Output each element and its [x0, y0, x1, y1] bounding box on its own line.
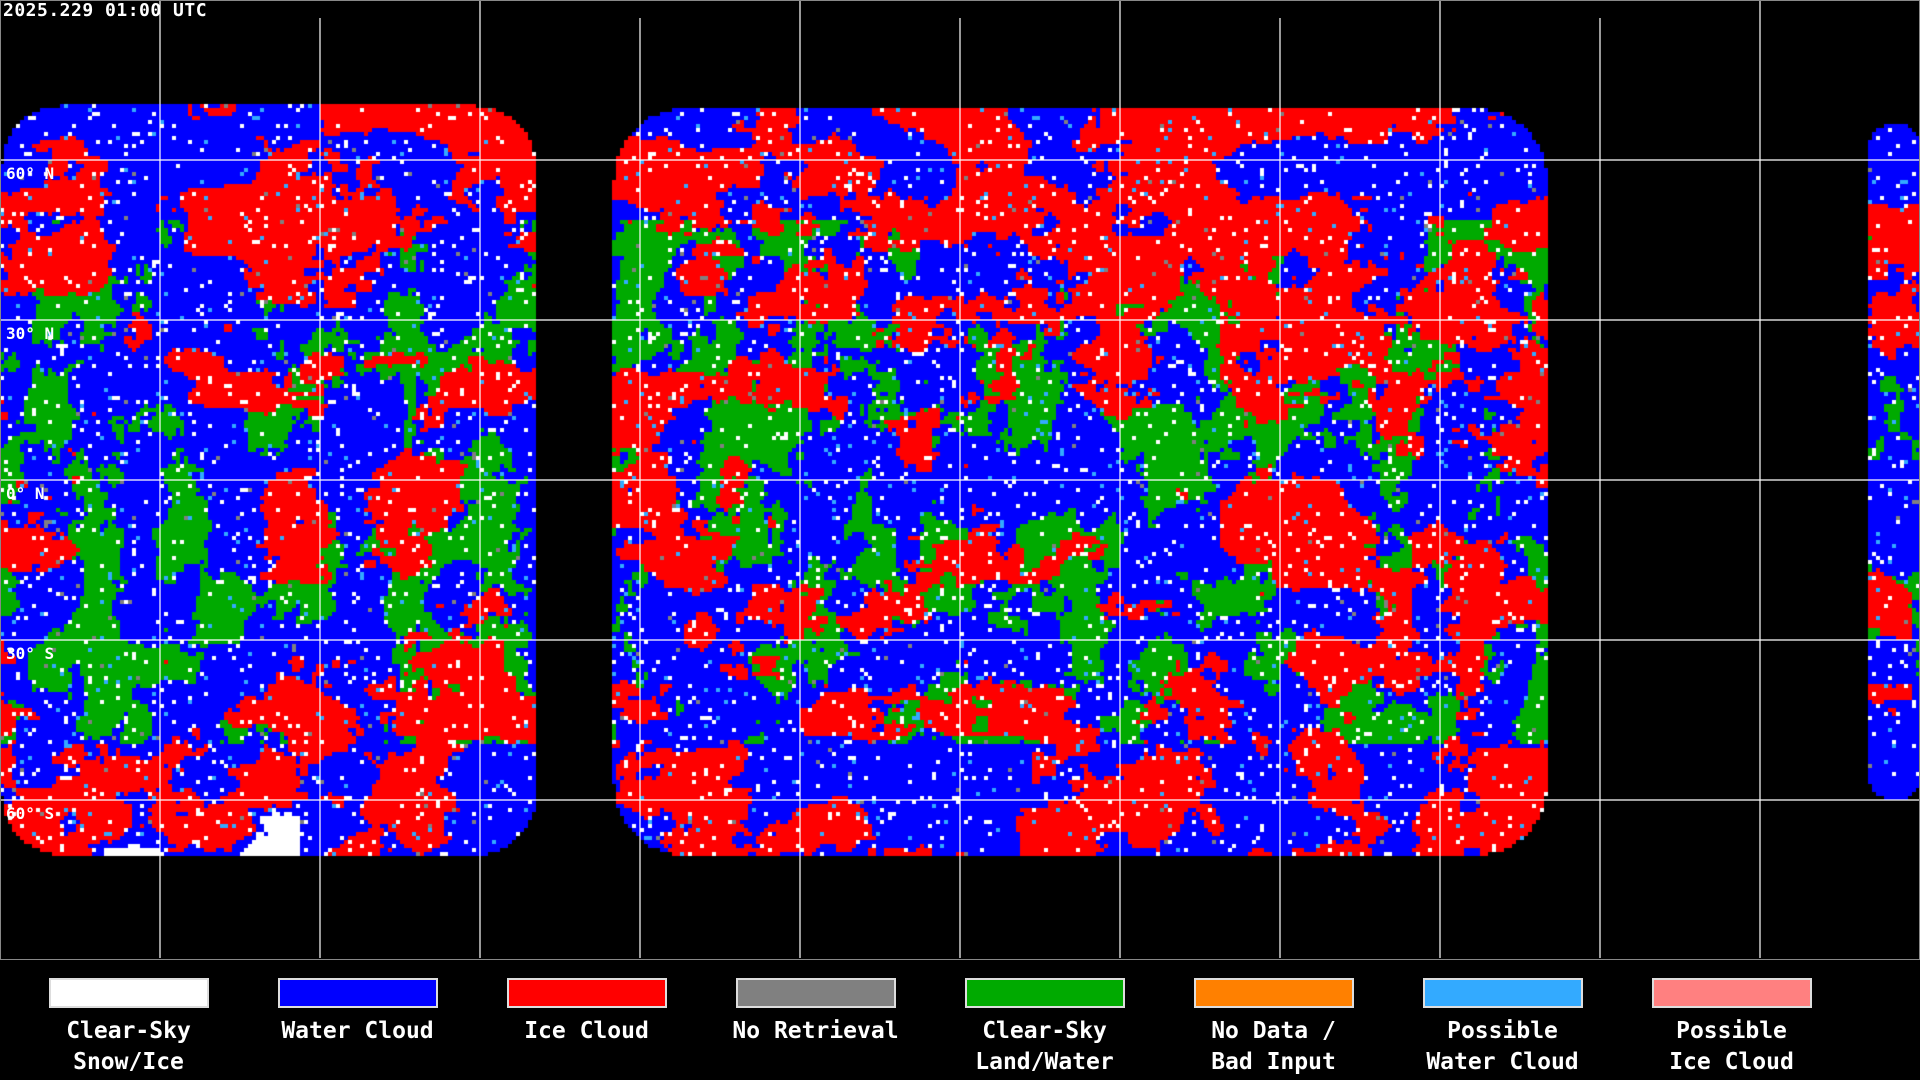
legend-item: Ice Cloud	[472, 977, 701, 1047]
legend-label: Ice Cloud	[524, 1018, 649, 1044]
lat-label-30n: 30° N	[6, 324, 55, 343]
legend-swatch	[505, 977, 668, 1009]
legend-label: No Data / Bad Input	[1211, 1018, 1336, 1075]
legend-item: Possible Ice Cloud	[1617, 977, 1846, 1078]
legend-label: Clear-Sky Snow/Ice	[66, 1018, 191, 1075]
legend-label: No Retrieval	[732, 1018, 899, 1044]
lat-label-60s: 60° S	[6, 804, 55, 823]
legend-swatch	[963, 977, 1126, 1009]
legend-swatch	[1421, 977, 1584, 1009]
lat-lon-grid	[0, 0, 1920, 958]
legend-swatch	[734, 977, 897, 1009]
lat-label-0: 0° N	[6, 484, 45, 503]
legend-item: Clear-Sky Land/Water	[930, 977, 1159, 1078]
lat-label-30s: 30° S	[6, 644, 55, 663]
lat-label-60n: 60° N	[6, 164, 55, 183]
legend-swatch	[1192, 977, 1355, 1009]
legend-label: Possible Ice Cloud	[1669, 1018, 1794, 1075]
legend-item: Clear-Sky Snow/Ice	[14, 977, 243, 1078]
legend-label: Possible Water Cloud	[1426, 1018, 1579, 1075]
legend-label: Clear-Sky Land/Water	[975, 1018, 1114, 1075]
timestamp: 2025.229 01:00 UTC	[3, 0, 208, 21]
legend-swatch	[1650, 977, 1813, 1009]
legend-item: No Retrieval	[701, 977, 930, 1047]
legend-item: Possible Water Cloud	[1388, 977, 1617, 1078]
legend-swatch	[276, 977, 439, 1009]
legend-swatch	[47, 977, 210, 1009]
legend-label: Water Cloud	[281, 1018, 434, 1044]
legend: Clear-Sky Snow/Ice Water Cloud Ice Cloud…	[0, 960, 1920, 1080]
legend-item: Water Cloud	[243, 977, 472, 1047]
legend-item: No Data / Bad Input	[1159, 977, 1388, 1078]
